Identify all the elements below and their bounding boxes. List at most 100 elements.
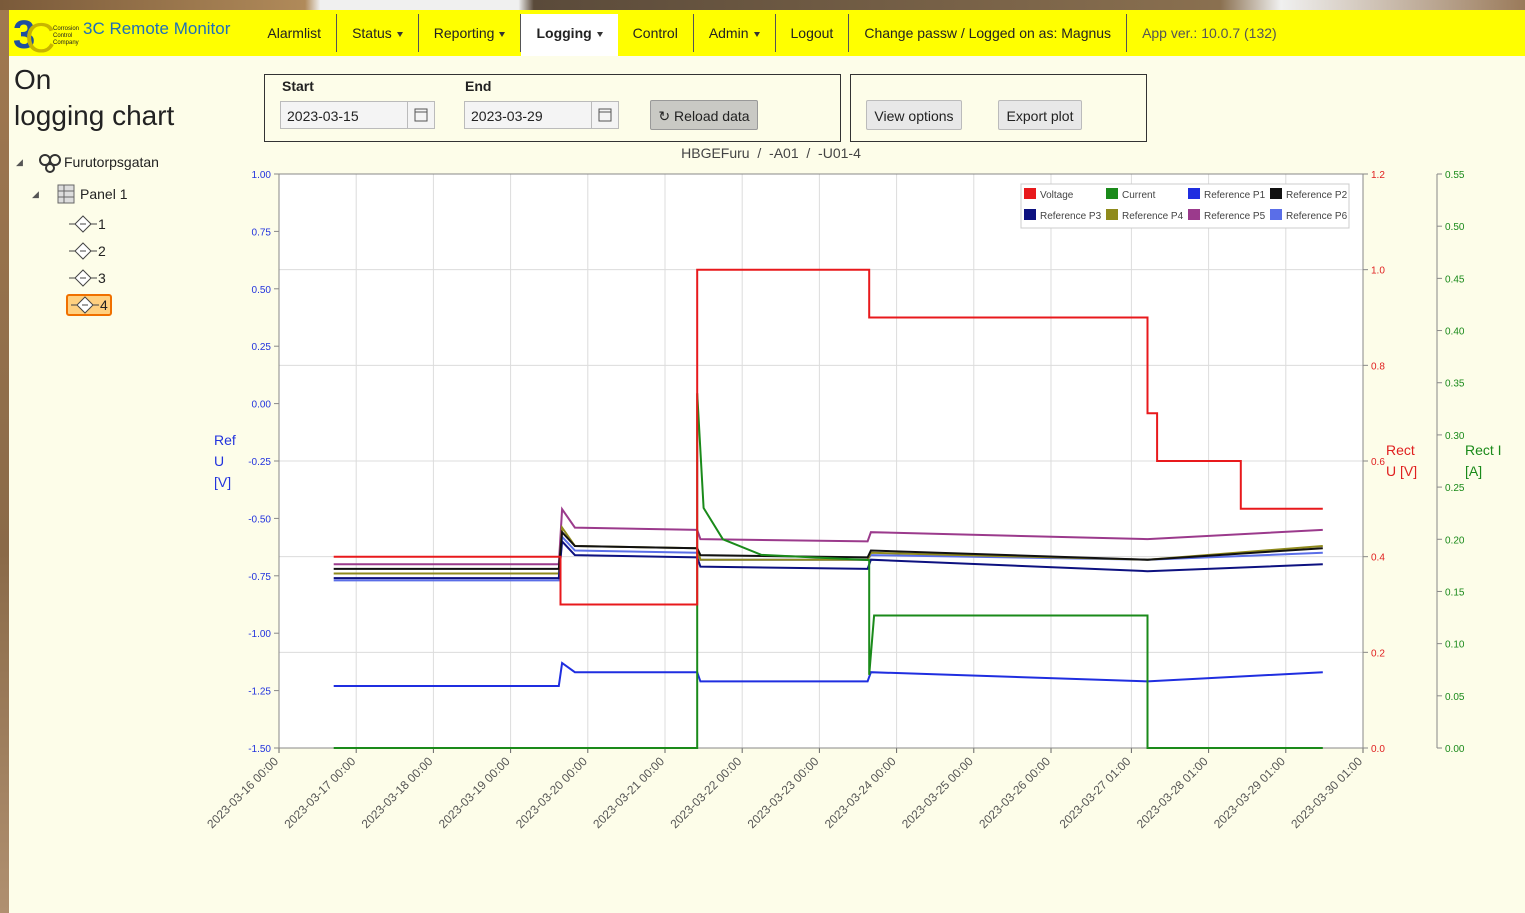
x-tick-label: 2023-03-27 01:00 — [1057, 754, 1134, 831]
logo-text: Company — [53, 40, 79, 46]
tree-node[interactable]: 3 — [66, 266, 108, 290]
site-icon — [39, 154, 61, 173]
y-tick-label: 0.35 — [1445, 379, 1465, 390]
y-tick-label: 0.05 — [1445, 692, 1465, 703]
chart-title: HBGEFuru / -A01 / -U01-4 — [681, 145, 861, 161]
background-photo — [0, 0, 1525, 10]
calendar-icon[interactable] — [591, 102, 618, 128]
series-line — [333, 268, 1323, 606]
legend-label: Reference P6 — [1286, 211, 1348, 222]
unit-icon: 1 — [66, 215, 108, 233]
unit-icon: 4 — [66, 294, 112, 316]
axis-label: [V] — [214, 474, 231, 490]
end-input[interactable]: 2023-03-29 — [464, 101, 619, 129]
tree-node[interactable]: ◢ Furutorpsgatan — [16, 150, 159, 174]
x-tick-label: 2023-03-26 00:00 — [976, 754, 1053, 831]
axis-label: Ref — [214, 432, 236, 448]
legend-swatch — [1106, 209, 1118, 220]
y-tick-label: 0.6 — [1371, 457, 1385, 468]
view-options-button[interactable]: View options — [866, 100, 962, 130]
start-input[interactable]: 2023-03-15 — [280, 101, 435, 129]
y-tick-label: 0.0 — [1371, 744, 1385, 755]
series-line — [333, 534, 1323, 582]
x-tick-label: 2023-03-17 00:00 — [281, 754, 358, 831]
y-tick-label: 0.10 — [1445, 640, 1465, 651]
y-tick-label: -1.00 — [248, 629, 271, 640]
unit-icon: 2 — [66, 242, 108, 260]
y-tick-label: 0.00 — [252, 400, 272, 411]
x-tick-label: 2023-03-19 00:00 — [436, 754, 513, 831]
legend-label: Reference P2 — [1286, 190, 1348, 201]
button-label: Reload data — [674, 108, 750, 124]
x-tick-label: 2023-03-24 00:00 — [822, 754, 899, 831]
logo-text: Corrosion — [53, 26, 79, 32]
y-tick-label: 0.30 — [1445, 431, 1465, 442]
legend-swatch — [1188, 188, 1200, 199]
x-tick-label: 2023-03-23 00:00 — [745, 754, 822, 831]
y-tick-label: 0.55 — [1445, 170, 1465, 181]
panel-icon — [57, 184, 75, 204]
y-tick-label: 0.15 — [1445, 587, 1465, 598]
tree-label: Panel 1 — [80, 186, 128, 202]
tree-label: Furutorpsgatan — [64, 154, 159, 170]
nav-item[interactable]: Admin — [694, 14, 776, 52]
tree-node[interactable]: 1 — [66, 212, 108, 236]
legend-label: Reference P3 — [1040, 211, 1102, 222]
logo-graphic: 3 C Corrosion Control Company — [13, 13, 79, 56]
y-tick-label: -1.25 — [248, 687, 271, 698]
x-tick-label: 2023-03-18 00:00 — [359, 754, 436, 831]
nav-item[interactable]: Logging — [521, 14, 618, 56]
y-tick-label: 0.2 — [1371, 648, 1385, 659]
plot-options: View options Export plot — [850, 74, 1147, 142]
reload-button[interactable]: ↻ Reload data — [650, 100, 758, 130]
legend-box — [1020, 183, 1350, 229]
y-tick-label: 1.0 — [1371, 266, 1385, 277]
y-tick-label: 0.75 — [252, 227, 272, 238]
x-tick-label: 2023-03-21 00:00 — [590, 754, 667, 831]
unit-glyph — [71, 296, 99, 314]
legend-swatch — [1024, 188, 1036, 199]
title-line: logging chart — [14, 100, 175, 131]
x-tick-label: 2023-03-20 00:00 — [513, 754, 590, 831]
axis-label: Rect — [1386, 442, 1415, 458]
series-line — [333, 539, 1323, 580]
legend-swatch — [1106, 188, 1118, 199]
y-tick-label: 0.4 — [1371, 553, 1385, 564]
nav-item[interactable]: Logout — [776, 14, 850, 52]
y-tick-label: 0.00 — [1445, 744, 1465, 755]
logo[interactable]: 3 C Corrosion Control Company — [9, 10, 79, 56]
navbar: 3 C Corrosion Control Company 3C Remote … — [9, 10, 1525, 56]
export-button[interactable]: Export plot — [998, 100, 1082, 130]
y-tick-label: 0.50 — [1445, 222, 1465, 233]
nav-item[interactable]: Alarmlist — [252, 14, 338, 52]
unit-glyph — [69, 215, 97, 233]
tree-node[interactable]: 2 — [66, 239, 108, 263]
nav-item[interactable]: Control — [618, 14, 694, 52]
app-version: App ver.: 10.0.7 (132) — [1142, 25, 1277, 41]
y-tick-label: 1.00 — [252, 170, 272, 181]
title-line: On — [14, 64, 52, 95]
page-title: On logging chart — [14, 62, 174, 134]
tree-node[interactable]: ◢ Panel 1 — [32, 182, 127, 206]
plot-border — [278, 173, 1364, 749]
series-line — [333, 393, 1323, 749]
x-tick-label: 2023-03-22 00:00 — [667, 754, 744, 831]
tree-label: 1 — [98, 216, 106, 232]
button-label: View options — [874, 108, 954, 124]
series-line — [333, 529, 1323, 570]
nav-item[interactable]: Change passw / Logged on as: Magnus — [849, 14, 1128, 52]
axis-label: U [V] — [1386, 463, 1417, 479]
axis-label: U — [214, 453, 224, 469]
start-label: Start — [282, 78, 314, 94]
legend-label: Current — [1122, 190, 1156, 201]
brand[interactable]: 3C Remote Monitor — [83, 19, 231, 38]
logo-mark: C — [25, 14, 55, 56]
nav-item[interactable]: Reporting — [419, 14, 522, 52]
tree-label: 3 — [98, 270, 106, 286]
nav-item[interactable]: Status — [337, 14, 419, 52]
tree-label: 4 — [100, 297, 108, 313]
tree-node[interactable]: 4 — [66, 293, 112, 317]
calendar-icon[interactable] — [407, 102, 434, 128]
y-tick-label: 0.50 — [252, 285, 272, 296]
